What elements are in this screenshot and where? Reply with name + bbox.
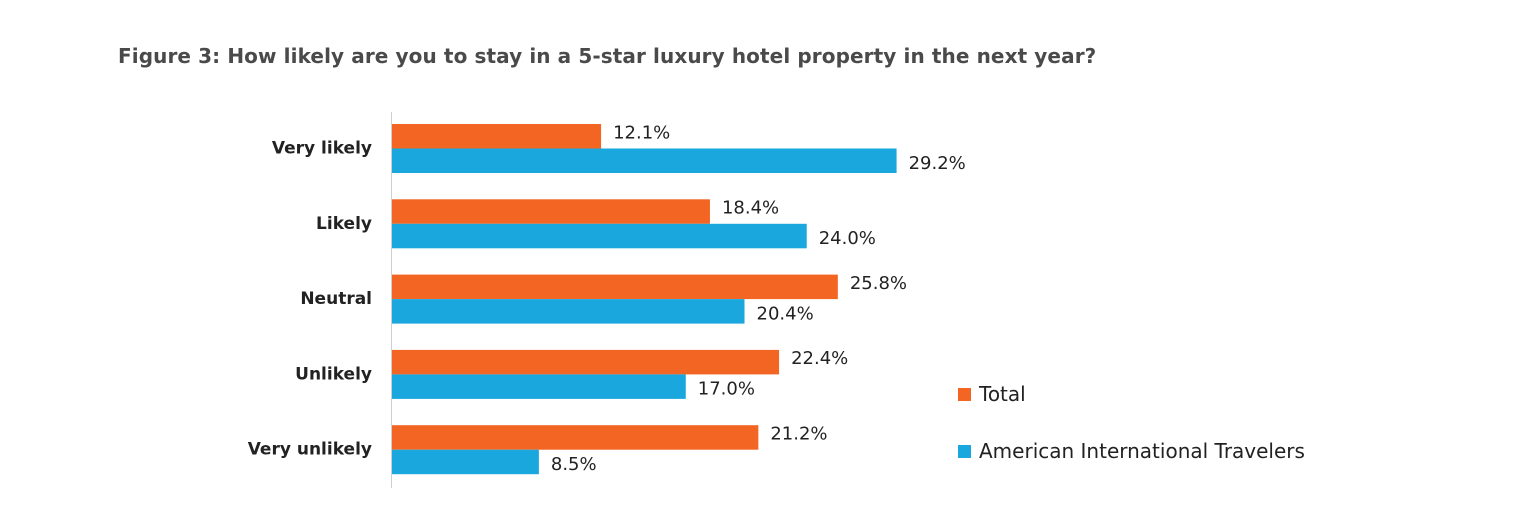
- legend: Total American International Travelers: [958, 380, 1305, 494]
- data-label-american-international-travelers-very-unlikely: 8.5%: [551, 454, 597, 475]
- data-label-american-international-travelers-very-likely: 29.2%: [909, 153, 966, 174]
- legend-label-total: Total: [979, 382, 1026, 406]
- category-label-likely: Likely: [316, 214, 372, 234]
- legend-swatch-total: [958, 387, 971, 401]
- chart-title: Figure 3: How likely are you to stay in …: [118, 44, 1097, 68]
- bars-layer: [392, 124, 897, 475]
- bar-american-international-travelers-unlikely: [392, 374, 686, 399]
- bar-total-unlikely: [392, 349, 780, 375]
- bar-total-very-likely: [392, 124, 602, 149]
- data-label-american-international-travelers-likely: 24.0%: [819, 228, 876, 249]
- data-label-american-international-travelers-neutral: 20.4%: [757, 303, 814, 324]
- bar-american-international-travelers-likely: [392, 223, 807, 249]
- bar-american-international-travelers-very-unlikely: [392, 449, 539, 475]
- legend-swatch-american-international-travelers: [958, 444, 971, 458]
- legend-label-american-international-travelers: American International Travelers: [979, 439, 1305, 463]
- data-label-total-very-likely: 12.1%: [613, 122, 670, 143]
- bar-total-very-unlikely: [392, 425, 759, 450]
- category-label-neutral: Neutral: [300, 289, 372, 309]
- category-label-very-unlikely: Very unlikely: [248, 440, 372, 460]
- bar-total-neutral: [392, 274, 838, 300]
- category-label-unlikely: Unlikely: [295, 364, 372, 384]
- data-label-total-unlikely: 22.4%: [791, 348, 848, 369]
- bar-total-likely: [392, 199, 710, 224]
- legend-item-american-international-travelers: American International Travelers: [958, 437, 1305, 465]
- data-label-american-international-travelers-unlikely: 17.0%: [698, 379, 755, 400]
- labels-layer: Very likely 12.1% 29.2% Likely 18.4% 24.0% Neu…: [248, 122, 966, 475]
- data-label-total-neutral: 25.8%: [850, 273, 907, 294]
- bar-american-international-travelers-very-likely: [392, 148, 897, 173]
- legend-item-total: Total: [958, 380, 1305, 408]
- category-label-very-likely: Very likely: [272, 139, 372, 159]
- data-label-total-likely: 18.4%: [722, 198, 779, 219]
- bar-american-international-travelers-neutral: [392, 299, 745, 324]
- data-label-total-very-unlikely: 21.2%: [770, 423, 827, 444]
